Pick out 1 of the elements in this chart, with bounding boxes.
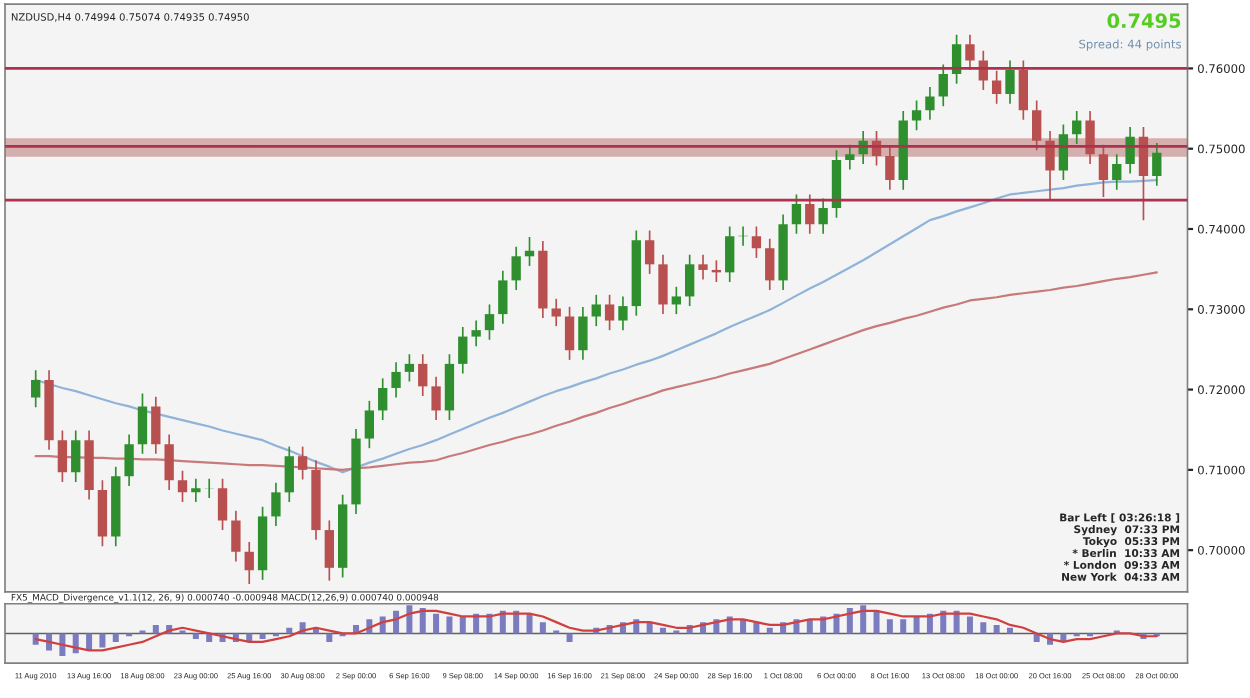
annotation: 0.7495 [1107, 13, 1181, 29]
